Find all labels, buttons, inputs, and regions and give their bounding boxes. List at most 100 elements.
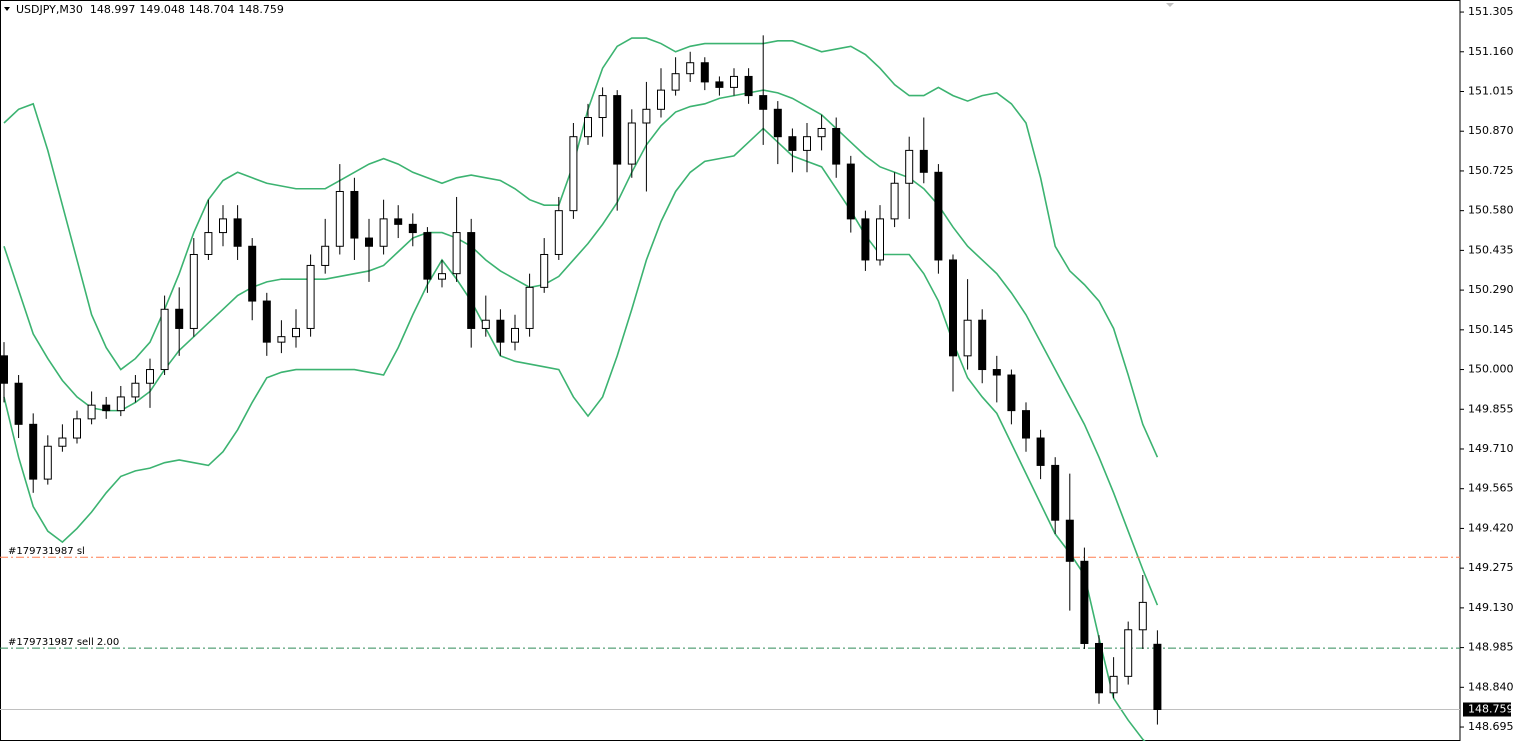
y-tick-label: 148.985 (1468, 641, 1514, 654)
candle-body (730, 75, 738, 88)
candle-body (978, 319, 987, 371)
last-price-box (1463, 702, 1511, 717)
y-tick-label: 149.130 (1468, 601, 1514, 614)
candle-body (992, 369, 1001, 376)
candle-body (14, 382, 23, 425)
y-tick-label: 148.840 (1468, 680, 1514, 693)
header-high: 149.048 (139, 3, 185, 16)
candle-body (686, 62, 695, 75)
y-tick-label: 151.015 (1468, 84, 1514, 97)
candle-body (0, 355, 8, 384)
candle-body (627, 122, 636, 165)
candle-body (1022, 410, 1030, 439)
candle-body (715, 81, 724, 88)
candle-body (919, 149, 928, 173)
candle-body (452, 232, 461, 275)
candle-body (773, 108, 782, 138)
candle-body (43, 445, 52, 480)
y-tick-label: 149.275 (1468, 561, 1514, 574)
candle-body (408, 223, 417, 234)
candle-body (700, 62, 709, 83)
candle-body (1124, 629, 1133, 677)
candle-body (817, 127, 826, 138)
y-tick-label: 151.305 (1468, 5, 1514, 18)
bollinger-band (3, 37, 1159, 458)
candle-body (744, 75, 753, 97)
candle-body (1036, 437, 1045, 466)
last-price-label: 148.759 (1468, 702, 1514, 715)
y-tick-label: 150.145 (1468, 323, 1514, 336)
candle-body (832, 127, 841, 165)
candle-body (963, 319, 972, 357)
plot-frame (0, 0, 1461, 741)
candle-body (160, 308, 169, 371)
candle-body (306, 264, 315, 329)
candle-body (116, 396, 125, 412)
candle-body (890, 182, 899, 220)
candle-body (335, 190, 344, 247)
bollinger-band (3, 127, 1146, 741)
candle-body (438, 273, 446, 280)
order-level-label: #179731987 sell 2.00 (8, 637, 119, 648)
header-low: 148.704 (189, 3, 235, 16)
candle-body (248, 245, 257, 302)
candle-body (175, 308, 184, 329)
candle-body (613, 95, 622, 165)
candle-body (1007, 374, 1016, 412)
candle-body (467, 232, 476, 329)
candle-body (657, 89, 665, 110)
candle-body (788, 136, 797, 151)
candle-body (584, 117, 592, 138)
symbol-title: USDJPY,M30 (16, 3, 83, 16)
candle-body (1153, 643, 1162, 710)
candle-body (481, 319, 490, 329)
candle-body (262, 300, 271, 343)
header: USDJPY,M30 148.997 149.048 148.704 148.759 (16, 3, 284, 16)
candle-body (642, 108, 651, 124)
y-tick-label: 150.580 (1468, 204, 1514, 217)
candle-body (1138, 601, 1147, 631)
candle-body (1051, 464, 1060, 521)
candle-body (671, 73, 680, 91)
candle-body (1095, 642, 1103, 694)
header-arrow (4, 7, 10, 11)
candle-body (189, 253, 198, 329)
candle-body (861, 218, 870, 261)
candle-body (58, 437, 67, 447)
candle-body (949, 259, 957, 357)
candle-body (1080, 560, 1089, 644)
candle-body (102, 404, 111, 412)
y-tick-label: 150.000 (1468, 363, 1514, 376)
candle-body (379, 218, 388, 247)
scroll-marker (1166, 3, 1174, 7)
candle-body (131, 382, 140, 398)
bollinger-band (3, 89, 1159, 606)
candle-body (365, 237, 373, 247)
candle-body (846, 163, 855, 220)
candle-body (598, 95, 607, 119)
candle-body (496, 319, 505, 343)
y-tick-label: 148.695 (1468, 720, 1514, 733)
y-tick-label: 150.870 (1468, 124, 1514, 137)
candle-body (204, 232, 213, 255)
plot-area (0, 35, 1460, 741)
y-tick-label: 150.725 (1468, 164, 1514, 177)
y-tick-label: 149.565 (1468, 482, 1514, 495)
candle-body (233, 218, 242, 247)
candle-body (394, 218, 403, 225)
y-tick-label: 149.855 (1468, 402, 1514, 415)
candle-body (146, 369, 154, 384)
candle-body (554, 210, 563, 255)
order-level-label: #179731987 sl (8, 546, 85, 557)
candle-body (277, 336, 286, 343)
candle-body (525, 286, 534, 329)
candle-body (759, 95, 768, 110)
header-open: 148.997 (90, 3, 136, 16)
candle-body (73, 418, 81, 439)
candle-body (87, 404, 96, 420)
candle-body (423, 232, 432, 280)
header-close: 148.759 (238, 3, 284, 16)
y-tick-label: 151.160 (1468, 45, 1514, 58)
candle-body (905, 149, 914, 184)
